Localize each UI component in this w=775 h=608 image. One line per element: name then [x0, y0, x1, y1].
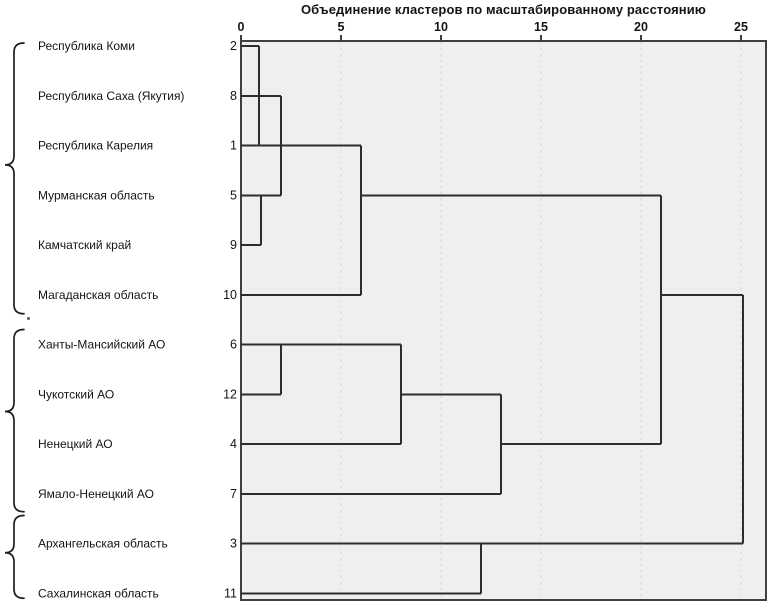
case-number: 1 — [230, 139, 237, 153]
row-label: Ямало-Ненецкий АО — [38, 487, 154, 501]
row-label: Архангельская область — [38, 537, 168, 551]
row-label: Мурманская область — [38, 188, 155, 202]
row-label: Ненецкий АО — [38, 437, 113, 451]
case-number: 12 — [223, 387, 237, 401]
row-label: Сахалинская область — [38, 586, 159, 600]
cluster-brace — [4, 42, 25, 315]
case-number: 11 — [224, 586, 237, 600]
row-label: Ханты-Мансийский АО — [38, 338, 165, 352]
plot-border — [239, 39, 768, 602]
row-label: Республика Коми — [38, 39, 135, 53]
case-number: 7 — [230, 487, 237, 501]
case-number: 6 — [230, 338, 237, 352]
case-number: 5 — [230, 188, 237, 202]
case-number: 4 — [230, 437, 237, 451]
cluster-brace — [4, 514, 25, 600]
axis-tick-label: 0 — [238, 20, 245, 34]
row-label: Камчатский край — [38, 238, 131, 252]
case-number: 3 — [230, 537, 237, 551]
row-label: Чукотский АО — [38, 387, 114, 401]
chart-title: Объединение кластеров по масштабированно… — [300, 2, 707, 17]
axis-tick-label: 10 — [434, 20, 448, 34]
case-number: 8 — [230, 89, 237, 103]
case-number: 10 — [223, 288, 237, 302]
row-label: Республика Саха (Якутия) — [38, 89, 184, 103]
case-number: 9 — [230, 238, 237, 252]
cluster-brace — [4, 328, 25, 513]
plot-area — [241, 41, 766, 600]
axis-tick-label: 15 — [534, 20, 548, 34]
row-label: Магаданская область — [38, 288, 158, 302]
axis-tick-label: 5 — [338, 20, 345, 34]
axis-tick-label: 20 — [634, 20, 648, 34]
case-number: 2 — [230, 39, 237, 53]
stray-dot-artifact — [27, 317, 30, 320]
row-label: Республика Карелия — [38, 139, 153, 153]
axis-tick-label: 25 — [734, 20, 748, 34]
